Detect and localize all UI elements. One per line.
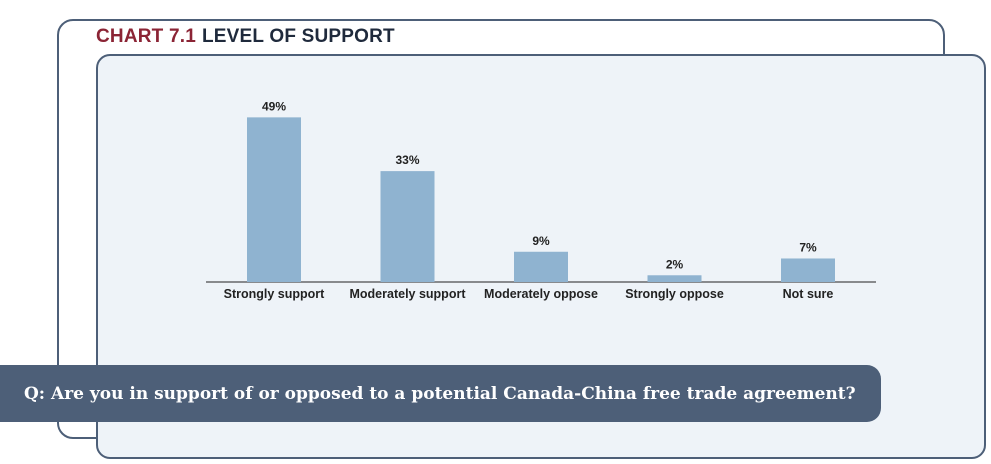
chart-title: CHART 7.1 LEVEL OF SUPPORT	[96, 26, 395, 48]
chart-number: CHART 7.1	[96, 26, 196, 47]
category-label-2: Moderately oppose	[484, 287, 598, 301]
data-label-4: 7%	[799, 240, 817, 254]
bar-0	[247, 117, 301, 282]
data-label-3: 2%	[666, 257, 684, 271]
data-label-2: 9%	[532, 234, 550, 248]
bar-3	[647, 275, 702, 282]
bar-2	[514, 251, 568, 282]
category-label-4: Not sure	[783, 287, 834, 301]
category-label-3: Strongly oppose	[625, 287, 724, 301]
category-label-1: Moderately support	[350, 287, 467, 301]
question-banner: Q: Are you in support of or opposed to a…	[0, 365, 881, 422]
data-label-1: 33%	[395, 153, 419, 167]
bars-group: 49% Strongly support 33% Moderately support…	[224, 99, 835, 301]
category-label-0: Strongly support	[224, 287, 326, 301]
bar-4	[781, 258, 835, 282]
bar-1	[380, 171, 435, 282]
data-label-0: 49%	[262, 99, 286, 113]
chart-title-text: LEVEL OF SUPPORT	[201, 26, 395, 47]
question-text: Q: Are you in support of or opposed to a…	[24, 383, 856, 404]
